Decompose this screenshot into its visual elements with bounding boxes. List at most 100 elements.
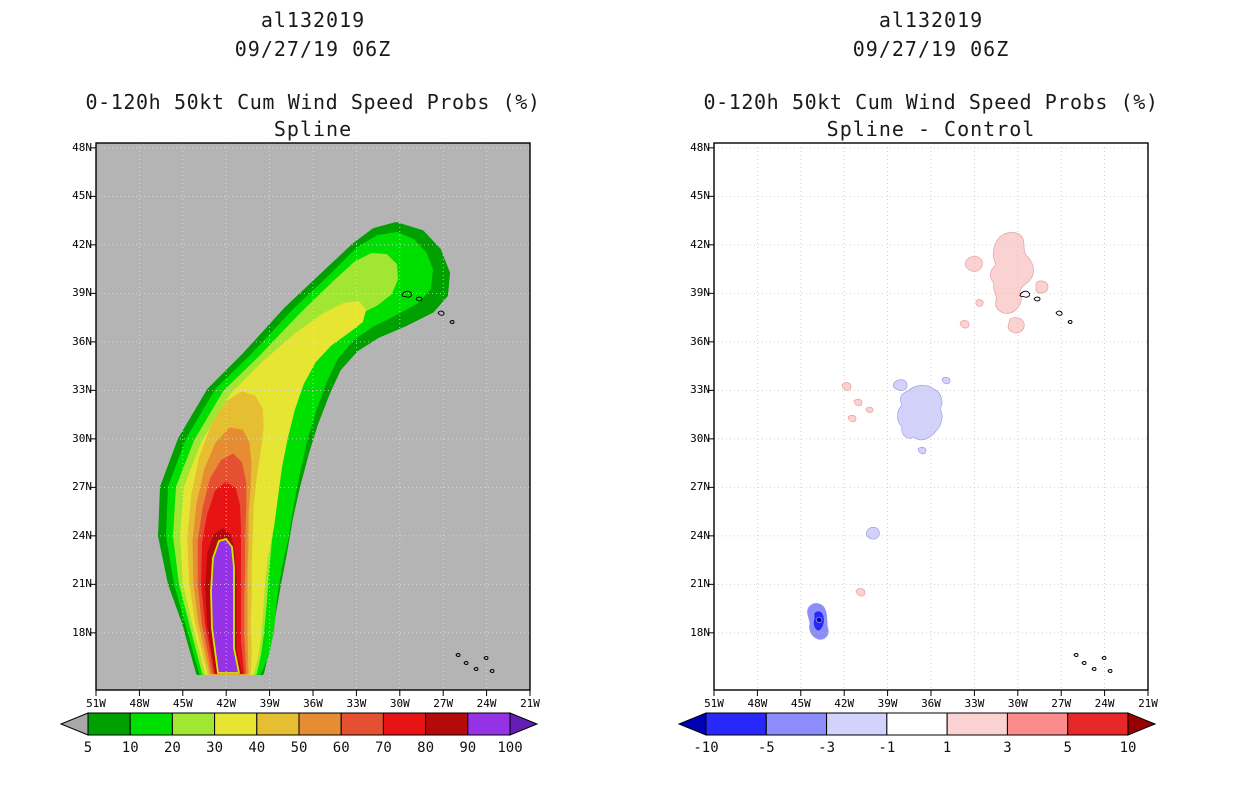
- colorbar-box: [129, 712, 173, 736]
- azores-islands: [1019, 290, 1031, 298]
- lon-tick-label: 39W: [877, 697, 898, 710]
- colorbar-arrow-right: [509, 712, 539, 736]
- chart-subtitle: Spline: [273, 117, 353, 141]
- lon-tick-label: 21W: [1138, 697, 1158, 710]
- colorbar-box: [826, 712, 888, 736]
- cape-verde-islands: [483, 656, 489, 660]
- island-coastlines: [401, 290, 495, 673]
- diff-positive-region: [865, 406, 874, 413]
- difference-map: [708, 142, 1149, 696]
- colorbar-box: [1006, 712, 1069, 736]
- azores-islands: [401, 290, 413, 298]
- axis-ticks: [708, 147, 1149, 696]
- lon-tick-label: 45W: [790, 697, 811, 710]
- lat-tick-label: 45N: [72, 189, 92, 203]
- colorbar-box: [1067, 712, 1129, 736]
- probability-swath: [158, 222, 450, 675]
- colorbar-arrow-right: [1127, 712, 1157, 736]
- chart-title: 0-120h 50kt Cum Wind Speed Probs (%): [85, 90, 541, 114]
- lat-tick-label: 21N: [690, 577, 710, 591]
- map-gridlines: [96, 143, 530, 690]
- colorbar-box: [298, 712, 342, 736]
- lat-tick-label: 33N: [690, 383, 710, 397]
- colorbar-tick-label: 5: [1063, 740, 1071, 756]
- colorbar-tick-label: 60: [333, 740, 350, 756]
- lat-tick-label: 30N: [72, 431, 92, 445]
- colorbar-box: [340, 712, 384, 736]
- diff-positive-region: [853, 398, 863, 407]
- colorbar-tick-label: -10: [693, 740, 718, 756]
- diff-positive-region: [1007, 317, 1025, 334]
- lat-tick-label: 27N: [72, 480, 92, 494]
- lon-tick-label: 45W: [172, 697, 193, 710]
- lat-tick-label: 18N: [690, 625, 710, 639]
- lon-tick-label: 48W: [747, 697, 768, 710]
- lon-tick-label: 30W: [389, 697, 410, 710]
- lon-tick-label: 39W: [259, 697, 280, 710]
- lat-tick-label: 36N: [690, 334, 710, 348]
- cape-verde-islands: [463, 661, 469, 665]
- azores-islands: [1033, 296, 1041, 302]
- init-datetime: 09/27/19 06Z: [852, 37, 1010, 61]
- lat-tick-label: 21N: [72, 577, 92, 591]
- azores-islands: [415, 296, 423, 302]
- colorbar-box: [425, 712, 469, 736]
- cape-verde-islands: [1101, 656, 1107, 660]
- cape-verde-islands: [1073, 653, 1079, 657]
- colorbar-arrow-left: [59, 712, 89, 736]
- lon-tick-label: 36W: [303, 697, 323, 710]
- colorbar-tick-label: 50: [291, 740, 308, 756]
- lat-tick-label: 39N: [72, 286, 92, 300]
- azores-islands: [1055, 310, 1063, 316]
- diff-negative-region: [866, 526, 880, 540]
- colorbar-box: [382, 712, 427, 736]
- colorbar-box: [886, 712, 948, 736]
- panel-spline: al132019 09/27/19 06Z 0-120h 50kt Cum Wi…: [59, 8, 541, 756]
- diff-positive-region: [841, 382, 852, 391]
- lon-tick-label: 51W: [704, 697, 724, 710]
- colorbar-tick-label: 90: [459, 740, 476, 756]
- diff-positive-region: [959, 320, 970, 329]
- cape-verde-islands: [455, 653, 461, 657]
- lon-tick-label: 36W: [921, 697, 941, 710]
- azores-islands: [1067, 320, 1073, 324]
- lat-tick-label: 36N: [72, 334, 92, 348]
- lat-tick-label: 33N: [72, 383, 92, 397]
- colorbar-box: [467, 712, 511, 736]
- azores-islands: [437, 310, 445, 316]
- colorbar-box: [171, 712, 216, 736]
- diff-negative-region: [892, 379, 908, 391]
- probability-colorbar: 5 10 20 30 40 50 60 70 80 90 100: [59, 712, 539, 756]
- lon-tick-label: 42W: [216, 697, 237, 710]
- probability-map: [90, 142, 531, 696]
- lat-tick-label: 42N: [690, 237, 710, 251]
- lon-tick-label: 27W: [433, 697, 454, 710]
- lat-tick-label: 42N: [72, 237, 92, 251]
- storm-id: al132019: [878, 8, 984, 32]
- lat-tick-label: 45N: [690, 189, 710, 203]
- colorbar-box: [705, 712, 767, 736]
- chart-subtitle: Spline - Control: [826, 117, 1036, 141]
- lat-tick-label: 27N: [690, 480, 710, 494]
- diff-positive-region: [847, 414, 857, 423]
- lat-tick-label: 18N: [72, 625, 92, 639]
- colorbar-tick-label: -5: [758, 740, 775, 756]
- colorbar-tick-label: 30: [206, 740, 223, 756]
- colorbar-tick-label: 10: [1120, 740, 1137, 756]
- colorbar-tick-label: 5: [84, 740, 92, 756]
- colorbar-tick-label: -3: [818, 740, 835, 756]
- lon-tick-label: 24W: [1094, 697, 1115, 710]
- colorbar-arrow-left: [677, 712, 707, 736]
- lat-tick-label: 48N: [72, 140, 92, 154]
- colorbar-box: [214, 712, 258, 736]
- lon-tick-label: 42W: [834, 697, 855, 710]
- lon-tick-label: 24W: [476, 697, 497, 710]
- axis-ticks: [90, 147, 531, 696]
- diff-positive-region: [990, 232, 1034, 314]
- cape-verde-islands: [489, 669, 495, 673]
- cape-verde-islands: [473, 667, 479, 671]
- map-gridlines: [714, 143, 1148, 690]
- chart-title: 0-120h 50kt Cum Wind Speed Probs (%): [703, 90, 1159, 114]
- island-coastlines: [1019, 290, 1113, 673]
- lat-tick-label: 24N: [690, 528, 710, 542]
